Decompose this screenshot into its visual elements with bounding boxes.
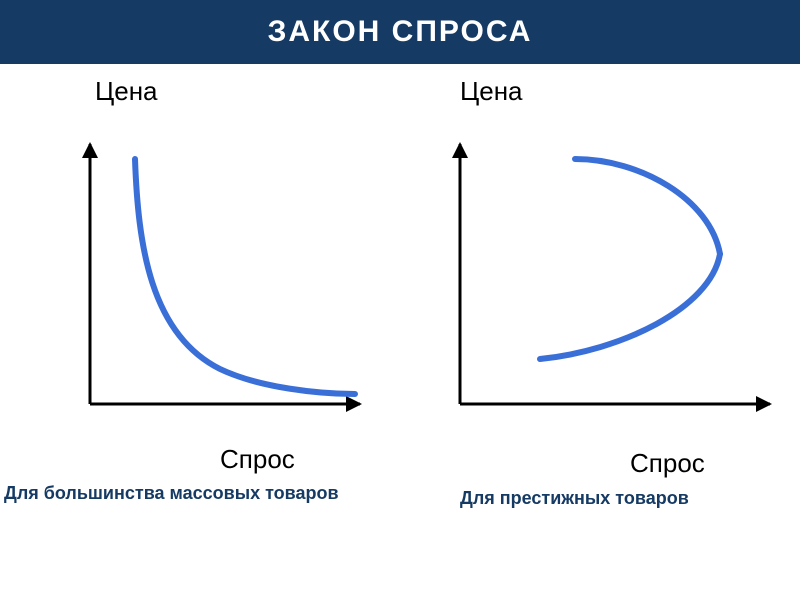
right-chart-caption: Для престижных товаров — [460, 488, 689, 509]
left-chart-svg — [20, 104, 380, 444]
right-x-axis-label: Спрос — [630, 448, 705, 479]
right-demand-curve-bottom — [540, 254, 720, 359]
left-x-axis-arrow — [346, 396, 362, 412]
left-y-axis-label: Цена — [95, 76, 158, 107]
right-chart-cell: Цена Спрос Для престижных товаров — [400, 76, 800, 516]
right-chart-svg — [410, 104, 790, 444]
left-demand-curve — [135, 159, 355, 394]
right-y-axis-arrow — [452, 142, 468, 158]
page-title: ЗАКОН СПРОСА — [268, 15, 533, 49]
left-chart-caption: Для большинства массовых товаров — [4, 482, 384, 505]
left-y-axis-arrow — [82, 142, 98, 158]
right-x-axis-arrow — [756, 396, 772, 412]
right-demand-curve-top — [575, 159, 720, 254]
charts-row: Цена Спрос Для большинства массовых това… — [0, 64, 800, 516]
right-y-axis-label: Цена — [460, 76, 523, 107]
left-x-axis-label: Спрос — [220, 444, 295, 475]
left-chart-cell: Цена Спрос Для большинства массовых това… — [0, 76, 400, 516]
title-bar: ЗАКОН СПРОСА — [0, 0, 800, 64]
